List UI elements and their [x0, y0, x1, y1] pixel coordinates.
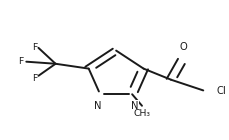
Text: F: F [18, 57, 23, 66]
Text: F: F [32, 43, 37, 52]
Text: F: F [32, 74, 37, 83]
Text: Cl: Cl [215, 87, 225, 96]
Text: N: N [94, 101, 101, 111]
Text: CH₃: CH₃ [133, 109, 150, 118]
Text: N: N [131, 101, 138, 111]
Text: O: O [179, 42, 187, 52]
